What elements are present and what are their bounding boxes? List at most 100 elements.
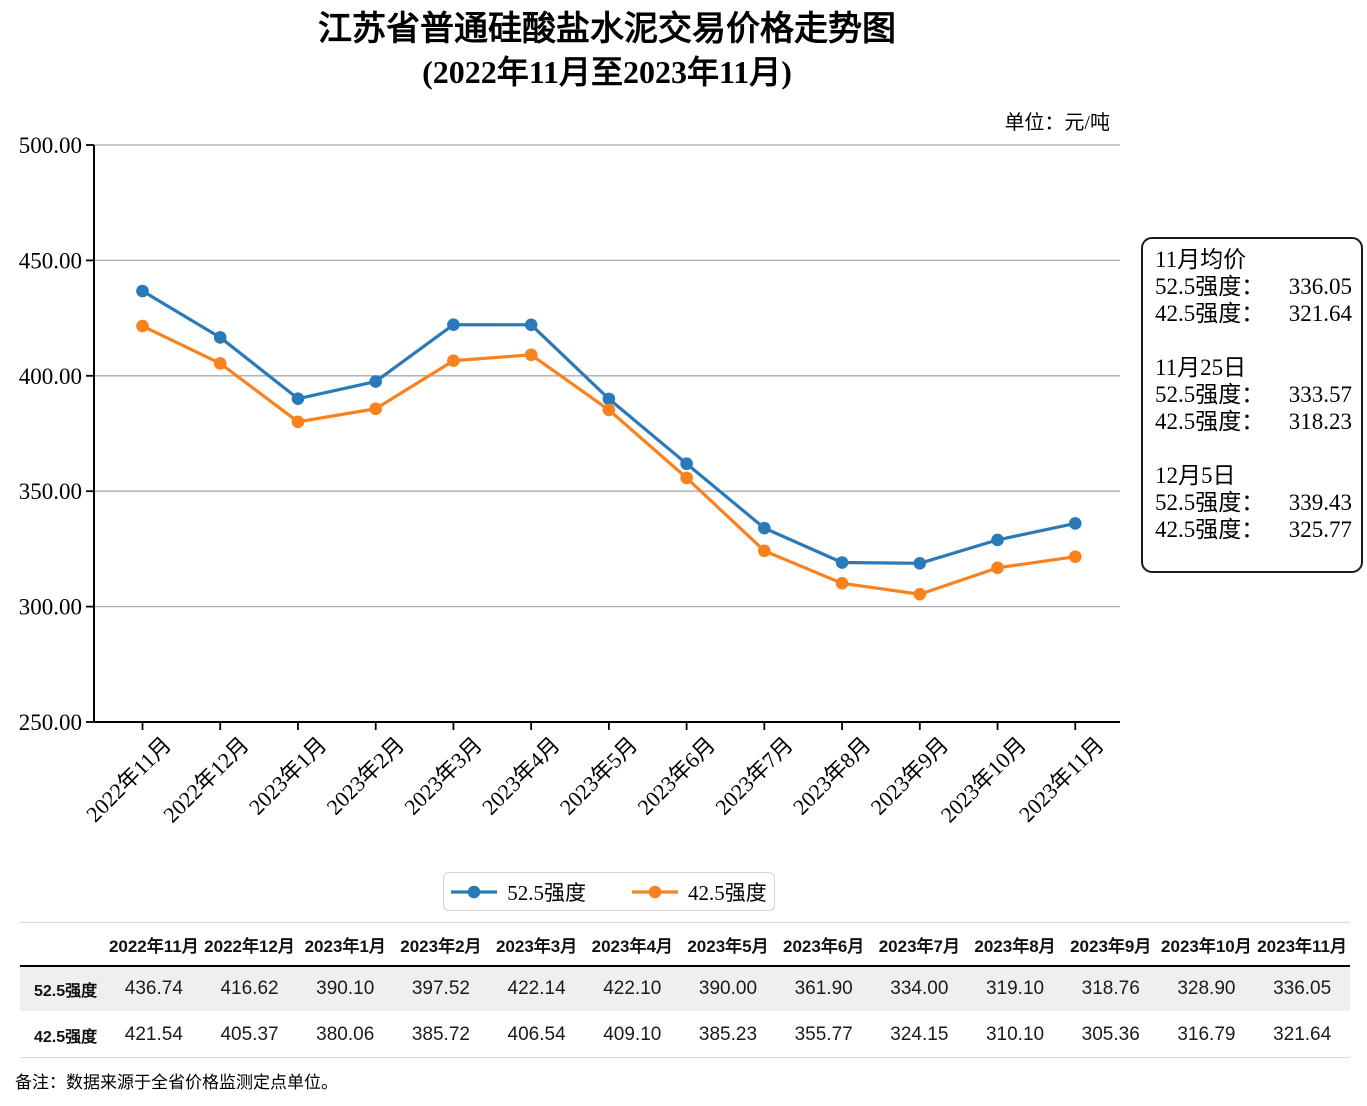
legend-marker-icon	[451, 885, 498, 898]
table-cell: 305.36	[1062, 1012, 1159, 1058]
info-line-value: 333.57	[1288, 382, 1352, 407]
legend-label: 52.5强度	[507, 880, 586, 905]
info-line: 52.5强度： 333.57	[1155, 381, 1352, 408]
table-cell: 421.54	[106, 1012, 202, 1058]
info-line-label: 42.5强度：	[1155, 301, 1265, 326]
line-chart: 250.00300.00350.00400.00450.00500.002022…	[19, 133, 1120, 827]
chart-legend: 52.5强度 42.5强度	[443, 872, 775, 911]
info-line: 42.5强度： 321.64	[1155, 300, 1352, 327]
data-point-52.5强度	[136, 284, 149, 298]
info-line-label: 42.5强度：	[1155, 409, 1265, 434]
data-point-42.5强度	[1068, 550, 1082, 563]
table-col-header: 2022年11月	[106, 922, 202, 967]
data-point-42.5强度	[291, 415, 305, 429]
table-col-header: 2023年10月	[1158, 922, 1255, 967]
table-cell: 316.79	[1158, 1012, 1255, 1058]
table-cell: 328.90	[1158, 966, 1255, 1013]
y-tick-label: 350.00	[19, 479, 82, 504]
y-tick-label: 300.00	[19, 595, 82, 620]
x-tick-label: 2023年8月	[788, 732, 876, 820]
info-group-heading: 11月25日	[1155, 355, 1247, 380]
table-cell: 397.52	[393, 966, 489, 1013]
table-cell: 385.23	[680, 1012, 776, 1058]
table-col-header: 2023年7月	[871, 922, 968, 967]
x-tick-label: 2023年7月	[710, 732, 798, 820]
table-cell: 334.00	[871, 966, 968, 1013]
chart-title-line1: 江苏省普通硅酸盐水泥交易价格走势图	[318, 11, 896, 48]
legend-label: 42.5强度	[688, 880, 767, 905]
table-row-label: 52.5强度	[20, 966, 106, 1013]
table-cell: 361.90	[775, 966, 872, 1013]
table-col-header: 2023年2月	[393, 922, 489, 967]
data-point-52.5强度	[447, 318, 460, 332]
table-cell: 416.62	[201, 966, 298, 1013]
data-point-52.5强度	[291, 392, 305, 405]
y-tick-label: 400.00	[19, 364, 82, 389]
series-line-42.5强度	[141, 324, 1076, 596]
legend-dot	[648, 885, 662, 898]
data-point-42.5强度	[369, 402, 382, 416]
table-cell: 310.10	[967, 1012, 1063, 1058]
table-cell: 390.00	[680, 966, 776, 1013]
series-line-52.5强度	[141, 289, 1076, 565]
x-tick-label: 2023年5月	[555, 732, 643, 820]
price-table: 2022年11月 2022年12月 2023年1月 2023年2月 2023年3月 202…	[20, 922, 1350, 1058]
table-cell: 436.74	[106, 966, 202, 1013]
info-line-value: 339.43	[1288, 490, 1352, 515]
info-line: 52.5强度： 339.43	[1155, 489, 1352, 516]
table-cell: 385.72	[393, 1012, 489, 1058]
table-cell: 405.37	[201, 1012, 298, 1058]
data-point-52.5强度	[913, 557, 927, 570]
x-tick-label: 2023年11月	[1014, 732, 1109, 827]
x-tick-label: 2023年1月	[244, 732, 332, 820]
table-col-header: 2023年3月	[488, 922, 585, 967]
info-group-heading: 12月5日	[1155, 463, 1236, 488]
info-line-value: 321.64	[1288, 301, 1352, 326]
table-cell: 422.14	[488, 966, 585, 1013]
y-tick-label: 500.00	[19, 133, 82, 158]
info-line-value: 336.05	[1288, 274, 1352, 299]
table-col-header: 2022年12月	[201, 922, 298, 967]
data-point-52.5强度	[991, 533, 1004, 547]
table-cell: 355.77	[775, 1012, 872, 1058]
data-point-42.5强度	[680, 471, 693, 485]
legend-dot	[467, 885, 481, 898]
table-cell: 318.76	[1062, 966, 1159, 1013]
x-tick-label: 2023年2月	[322, 732, 410, 820]
info-line: 42.5强度： 325.77	[1155, 516, 1352, 543]
data-point-52.5强度	[602, 392, 616, 406]
unit-label: 单位：元/吨	[1004, 112, 1110, 134]
legend-marker-icon	[632, 885, 678, 898]
data-point-42.5强度	[835, 576, 849, 590]
price-info-box: 11月均价 52.5强度： 336.05 42.5强度： 321.64 11月25日 52.…	[1141, 237, 1363, 573]
data-point-42.5强度	[758, 544, 771, 558]
table-cell: 422.10	[584, 966, 681, 1013]
chart-title-line2: (2022年11月至2023年11月)	[422, 54, 792, 90]
data-point-52.5强度	[369, 375, 382, 388]
table-col-header: 2023年8月	[967, 922, 1063, 967]
table-cell: 324.15	[871, 1012, 968, 1058]
table-cell: 321.64	[1254, 1012, 1350, 1058]
data-point-52.5强度	[758, 521, 771, 535]
info-group: 12月5日 52.5强度： 339.43 42.5强度： 325.77	[1155, 462, 1352, 543]
y-tick-label: 250.00	[19, 710, 82, 735]
table-cell: 409.10	[584, 1012, 681, 1058]
data-point-52.5强度	[213, 331, 227, 344]
info-line-value: 318.23	[1288, 409, 1352, 434]
table-col-header: 2023年11月	[1254, 922, 1350, 967]
table-col-header: 2023年9月	[1062, 922, 1159, 967]
table-col-header: 2023年5月	[680, 922, 776, 967]
footnote: 备注：数据来源于全省价格监测定点单位。	[15, 1073, 338, 1092]
data-point-42.5强度	[136, 319, 149, 333]
table-col-header: 2023年6月	[775, 922, 872, 967]
info-line: 52.5强度： 336.05	[1155, 273, 1352, 300]
info-line-label: 52.5强度：	[1155, 382, 1265, 407]
table-row-label: 42.5强度	[20, 1012, 106, 1058]
data-point-42.5强度	[913, 587, 927, 601]
x-tick-label: 2023年6月	[632, 732, 720, 820]
table-col-header: 2023年4月	[584, 922, 681, 967]
data-point-42.5强度	[447, 354, 460, 368]
x-tick-label: 2023年4月	[477, 732, 565, 820]
data-point-52.5强度	[524, 318, 538, 332]
